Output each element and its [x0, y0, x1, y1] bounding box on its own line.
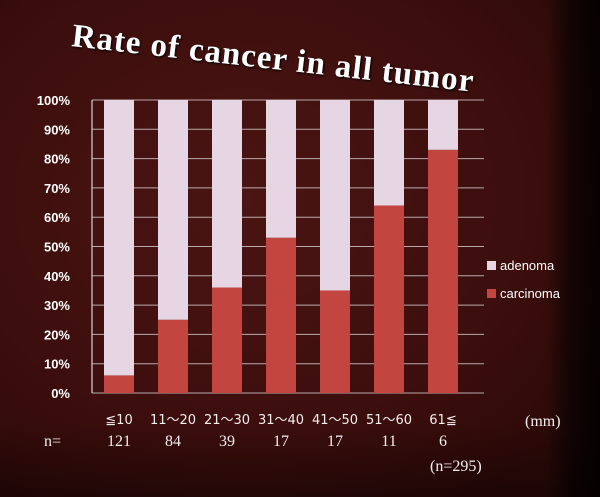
legend-label-adenoma: adenoma	[500, 258, 555, 273]
n-row-label: n=	[44, 433, 61, 450]
y-tick-label: 40%	[44, 269, 70, 284]
bar-segment-adenoma	[212, 100, 242, 288]
bar-segment-adenoma	[428, 100, 458, 150]
bar-segment-adenoma	[266, 100, 296, 238]
n-value-label: 39	[219, 433, 235, 450]
y-tick-label: 10%	[44, 357, 70, 372]
bar-stack	[320, 100, 350, 393]
y-tick-label: 30%	[44, 298, 70, 313]
bars	[104, 100, 458, 393]
bar-segment-carcinoma	[158, 319, 188, 393]
n-value-label: 17	[273, 433, 289, 450]
n-value-label: 11	[381, 433, 396, 450]
bar-stack	[374, 100, 404, 393]
bar-stack	[266, 100, 296, 393]
category-label: 61≦	[429, 413, 456, 428]
bar-segment-carcinoma	[428, 149, 458, 393]
bar-stack	[428, 100, 458, 393]
legend-label-carcinoma: carcinoma	[500, 286, 561, 301]
bar-segment-carcinoma	[266, 237, 296, 393]
category-label: 11〜20	[150, 413, 196, 428]
legend: adenoma carcinoma	[487, 258, 561, 301]
bar-segment-carcinoma	[212, 287, 242, 393]
n-value-label: 84	[165, 433, 181, 450]
y-tick-label: 100%	[37, 93, 71, 108]
total-n-label: (n=295)	[430, 458, 482, 475]
n-value-label: 121	[107, 433, 131, 450]
y-axis: 0% 10% 20% 30% 40% 50% 60% 70% 80% 90% 100%	[37, 93, 93, 401]
x-axis: ≦10 121 11〜20 84 21〜30 39 31〜40 17 41〜50 17 51〜60 1…	[105, 413, 456, 450]
bar-segment-adenoma	[320, 100, 350, 291]
y-tick-label: 90%	[44, 122, 70, 137]
bar-segment-carcinoma	[320, 290, 350, 393]
bar-segment-carcinoma	[104, 375, 134, 393]
bar-stack	[104, 100, 134, 393]
bar-stack	[212, 100, 242, 393]
category-label: 51〜60	[366, 413, 412, 428]
legend-swatch-carcinoma	[487, 289, 496, 298]
category-label: ≦10	[105, 413, 132, 428]
y-tick-label: 0%	[51, 386, 70, 401]
bar-segment-adenoma	[158, 100, 188, 320]
y-tick-label: 70%	[44, 181, 70, 196]
legend-swatch-adenoma	[487, 261, 496, 270]
y-tick-label: 80%	[44, 152, 70, 167]
y-tick-label: 50%	[44, 240, 70, 255]
bar-segment-adenoma	[104, 100, 134, 376]
category-label: 31〜40	[258, 413, 304, 428]
bar-segment-adenoma	[374, 100, 404, 206]
n-value-label: 6	[439, 433, 447, 450]
bar-stack	[158, 100, 188, 393]
n-value-label: 17	[327, 433, 343, 450]
y-tick-label: 20%	[44, 327, 70, 342]
category-label: 21〜30	[204, 413, 250, 428]
category-label: 41〜50	[312, 413, 358, 428]
y-tick-label: 60%	[44, 210, 70, 225]
x-unit-label: (mm)	[525, 413, 561, 430]
bar-segment-carcinoma	[374, 205, 404, 393]
